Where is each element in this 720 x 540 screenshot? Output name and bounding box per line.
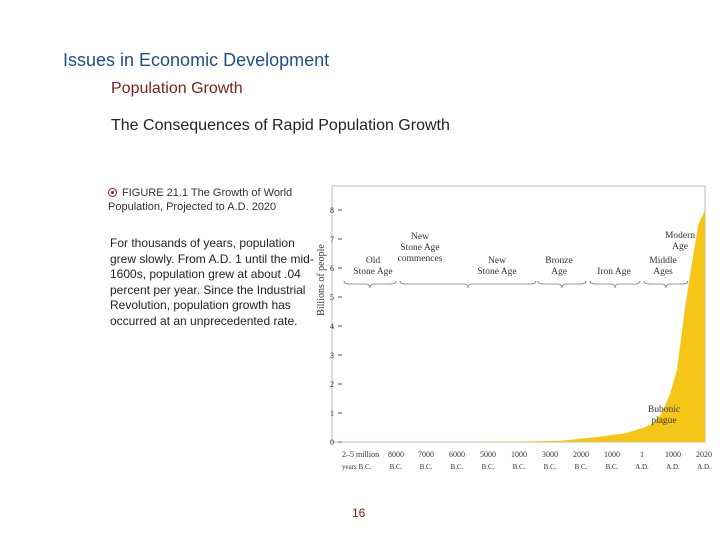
y-tick-label: 0 <box>330 438 334 447</box>
x-tick-label: 8000 <box>388 450 404 459</box>
x-tick-era-label: B.C. <box>420 463 433 471</box>
y-tick-label: 4 <box>330 322 334 331</box>
era-labels: Old Stone Age New Stone Age commences New Ston… <box>353 231 695 277</box>
x-tick-label: 3000 <box>542 450 558 459</box>
y-tick-label: 8 <box>330 206 334 215</box>
era-brace <box>643 280 689 289</box>
x-tick-era-label: A.D. <box>666 463 680 471</box>
x-tick-label: 2020 <box>696 450 712 459</box>
figure-caption: FIGURE 21.1 The Growth of World Populati… <box>108 186 313 214</box>
x-tick-era-label: B.C. <box>451 463 464 471</box>
era-label: Modern Age <box>665 231 695 252</box>
population-chart: 0 1 2 3 4 5 6 7 8 2–5 million years B.C. 8000 B.C. 7… <box>316 185 712 471</box>
slide-title: Issues in Economic Development <box>63 50 330 70</box>
chart-frame <box>331 185 706 443</box>
body-text: For thousands of years, population grew … <box>110 236 314 328</box>
x-tick-era-label: B.C. <box>606 463 619 471</box>
x-tick-era-label: A.D. <box>697 463 711 471</box>
x-tick-labels: 2–5 million years B.C. 8000 B.C. 7000 B.C. 600… <box>342 450 712 471</box>
era-label: Middle Ages <box>649 256 676 277</box>
page-number: 16 <box>352 506 366 520</box>
figure-caption-text: FIGURE 21.1 The Growth of World Populati… <box>108 187 293 213</box>
y-axis-label: Billions of people <box>316 244 327 316</box>
x-tick-label: 1 <box>640 450 644 459</box>
y-tick-label: 6 <box>330 264 334 273</box>
x-tick-era-label: B.C. <box>513 463 526 471</box>
y-tick-labels: 0 1 2 3 4 5 6 7 8 <box>330 206 334 447</box>
y-tick-label: 1 <box>330 409 334 418</box>
y-tick-label: 2 <box>330 380 334 389</box>
x-tick-era-label: years B.C. <box>342 463 372 471</box>
slide-subtitle: Population Growth <box>111 80 243 97</box>
x-tick-label: 1000 <box>665 450 681 459</box>
x-tick-era-label: A.D. <box>635 463 649 471</box>
y-tick-label: 7 <box>330 235 334 244</box>
x-tick-label: 5000 <box>480 450 496 459</box>
plot-frame <box>331 185 706 443</box>
x-tick-label: 1000 <box>511 450 527 459</box>
slide-heading: The Consequences of Rapid Population Gro… <box>111 117 450 134</box>
x-tick-label: 2–5 million <box>342 450 379 459</box>
era-label: New Stone Age <box>477 256 516 277</box>
era-brace <box>343 280 397 289</box>
x-tick-label: 2000 <box>573 450 589 459</box>
y-tick-label: 5 <box>330 293 334 302</box>
x-tick-label: 6000 <box>449 450 465 459</box>
era-brace <box>399 280 537 289</box>
x-tick-era-label: B.C. <box>482 463 495 471</box>
annotation-bubonic-plague: Bubonic plague <box>648 405 680 426</box>
x-tick-era-label: B.C. <box>575 463 588 471</box>
annotations: Bubonic plague <box>648 405 680 426</box>
x-tick-label: 1000 <box>604 450 620 459</box>
x-tick-label: 7000 <box>418 450 434 459</box>
era-braces <box>343 280 689 289</box>
y-tick-label: 3 <box>330 351 334 360</box>
chart-area-series <box>334 210 705 442</box>
era-label: New Stone Age commences <box>398 232 443 264</box>
era-brace <box>589 280 641 289</box>
x-tick-era-label: B.C. <box>544 463 557 471</box>
population-area <box>334 210 705 442</box>
era-brace <box>537 280 587 289</box>
target-bullet-icon <box>108 188 117 197</box>
era-label: Iron Age <box>597 267 631 277</box>
chart-axis <box>338 209 342 443</box>
era-label: Bronze Age <box>545 256 572 277</box>
era-label: Old Stone Age <box>353 256 392 277</box>
x-tick-era-label: B.C. <box>390 463 403 471</box>
